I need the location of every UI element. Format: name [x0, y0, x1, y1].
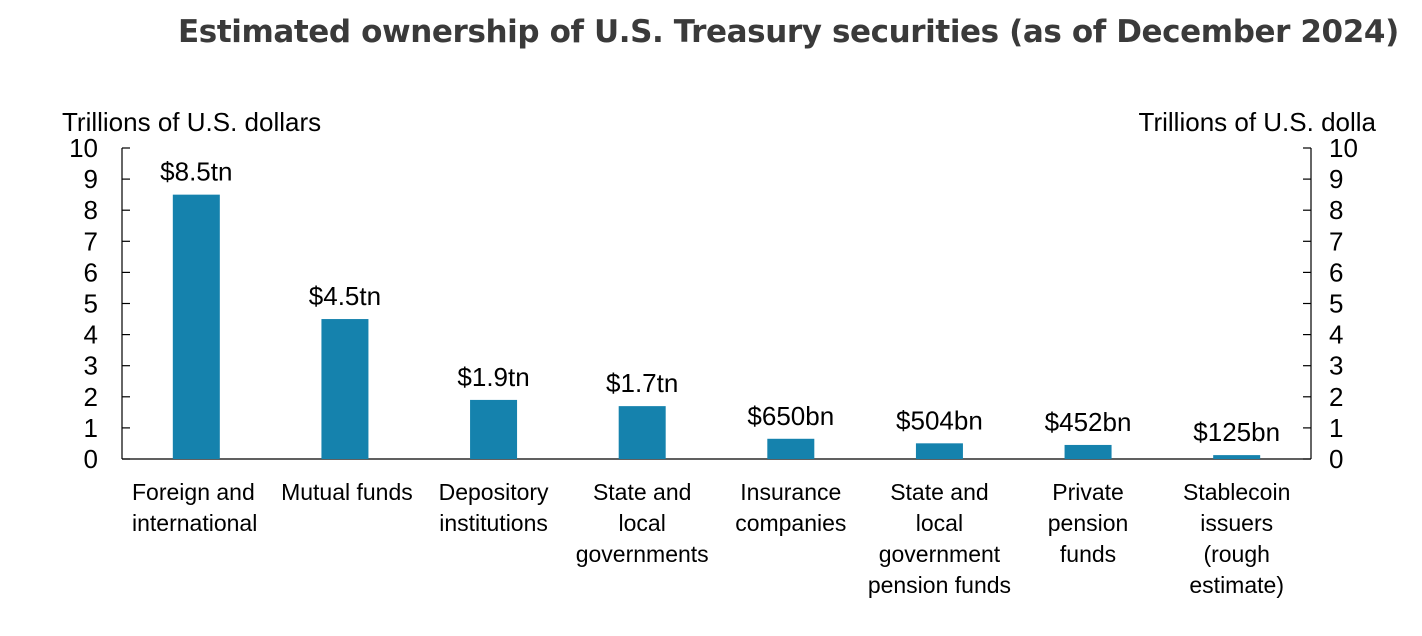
chart-title: Estimated ownership of U.S. Treasury sec… — [178, 14, 1399, 50]
category-label: companies — [735, 510, 846, 536]
category-label: pension funds — [868, 572, 1011, 598]
data-label: $125bn — [1193, 417, 1280, 447]
data-label: $452bn — [1045, 407, 1132, 437]
y-tick-label-right: 5 — [1329, 289, 1343, 319]
y-tick-label-right: 9 — [1329, 164, 1343, 194]
category-label: institutions — [439, 510, 548, 536]
category-label: governments — [576, 541, 709, 567]
category-label: estimate) — [1189, 572, 1284, 598]
y-tick-label-right: 0 — [1329, 444, 1343, 474]
y-tick-label-left: 4 — [84, 320, 98, 350]
y-tick-label-right: 3 — [1329, 351, 1343, 381]
y-tick-label-left: 1 — [84, 413, 98, 443]
bar — [767, 438, 815, 459]
axes: 0 01 12 23 34 45 56 67 78 89 910 10 — [69, 133, 1358, 474]
category-label: Mutual funds — [281, 479, 413, 505]
category-label: issuers — [1200, 510, 1273, 536]
data-label: $8.5tn — [160, 157, 232, 187]
bar — [915, 443, 963, 459]
category-label: State and — [593, 479, 691, 505]
data-label: $1.7tn — [606, 368, 678, 398]
y-tick-label-left: 3 — [84, 351, 98, 381]
category-label: Private — [1052, 479, 1124, 505]
y-tick-label-right: 1 — [1329, 413, 1343, 443]
y-axis-label-left: Trillions of U.S. dollars — [62, 107, 321, 137]
bar — [618, 406, 666, 459]
data-label: $504bn — [896, 405, 983, 435]
y-tick-label-right: 10 — [1329, 133, 1358, 163]
category-label: pension — [1048, 510, 1129, 536]
y-tick-label-right: 7 — [1329, 226, 1343, 256]
category-label: Depository — [439, 479, 549, 505]
category-label: State and — [890, 479, 988, 505]
bar — [470, 399, 518, 459]
y-tick-label-right: 8 — [1329, 195, 1343, 225]
category-label: Insurance — [740, 479, 841, 505]
category-label: international — [132, 510, 257, 536]
category-label: Stablecoin — [1183, 479, 1290, 505]
category-label: Foreign and — [132, 479, 255, 505]
bar — [1064, 444, 1112, 459]
y-axis-label-right: Trillions of U.S. dolla — [1139, 107, 1377, 137]
category-label: government — [879, 541, 1001, 567]
y-tick-label-left: 0 — [84, 444, 98, 474]
category-label: local — [916, 510, 963, 536]
y-tick-label-left: 5 — [84, 289, 98, 319]
y-tick-label-right: 2 — [1329, 382, 1343, 412]
y-tick-label-left: 7 — [84, 226, 98, 256]
category-label: funds — [1060, 541, 1116, 567]
data-labels: $8.5tn $4.5tn $1.9tn $1.7tn $650bn $504bn $452… — [160, 157, 1280, 447]
bar — [172, 194, 220, 459]
data-label: $1.9tn — [457, 362, 529, 392]
y-tick-label-left: 2 — [84, 382, 98, 412]
category-label: local — [619, 510, 666, 536]
data-label: $4.5tn — [309, 281, 381, 311]
y-tick-label-left: 8 — [84, 195, 98, 225]
y-tick-label-right: 4 — [1329, 320, 1343, 350]
bars — [172, 194, 1261, 459]
y-tick-label-left: 9 — [84, 164, 98, 194]
y-tick-label-left: 10 — [69, 133, 98, 163]
category-labels: Foreign and international Mutual funds Depo… — [132, 479, 1290, 598]
y-tick-label-right: 6 — [1329, 257, 1343, 287]
bar — [321, 319, 369, 459]
data-label: $650bn — [747, 401, 834, 431]
bar — [1213, 455, 1261, 459]
category-label: (rough — [1203, 541, 1269, 567]
y-tick-label-left: 6 — [84, 257, 98, 287]
